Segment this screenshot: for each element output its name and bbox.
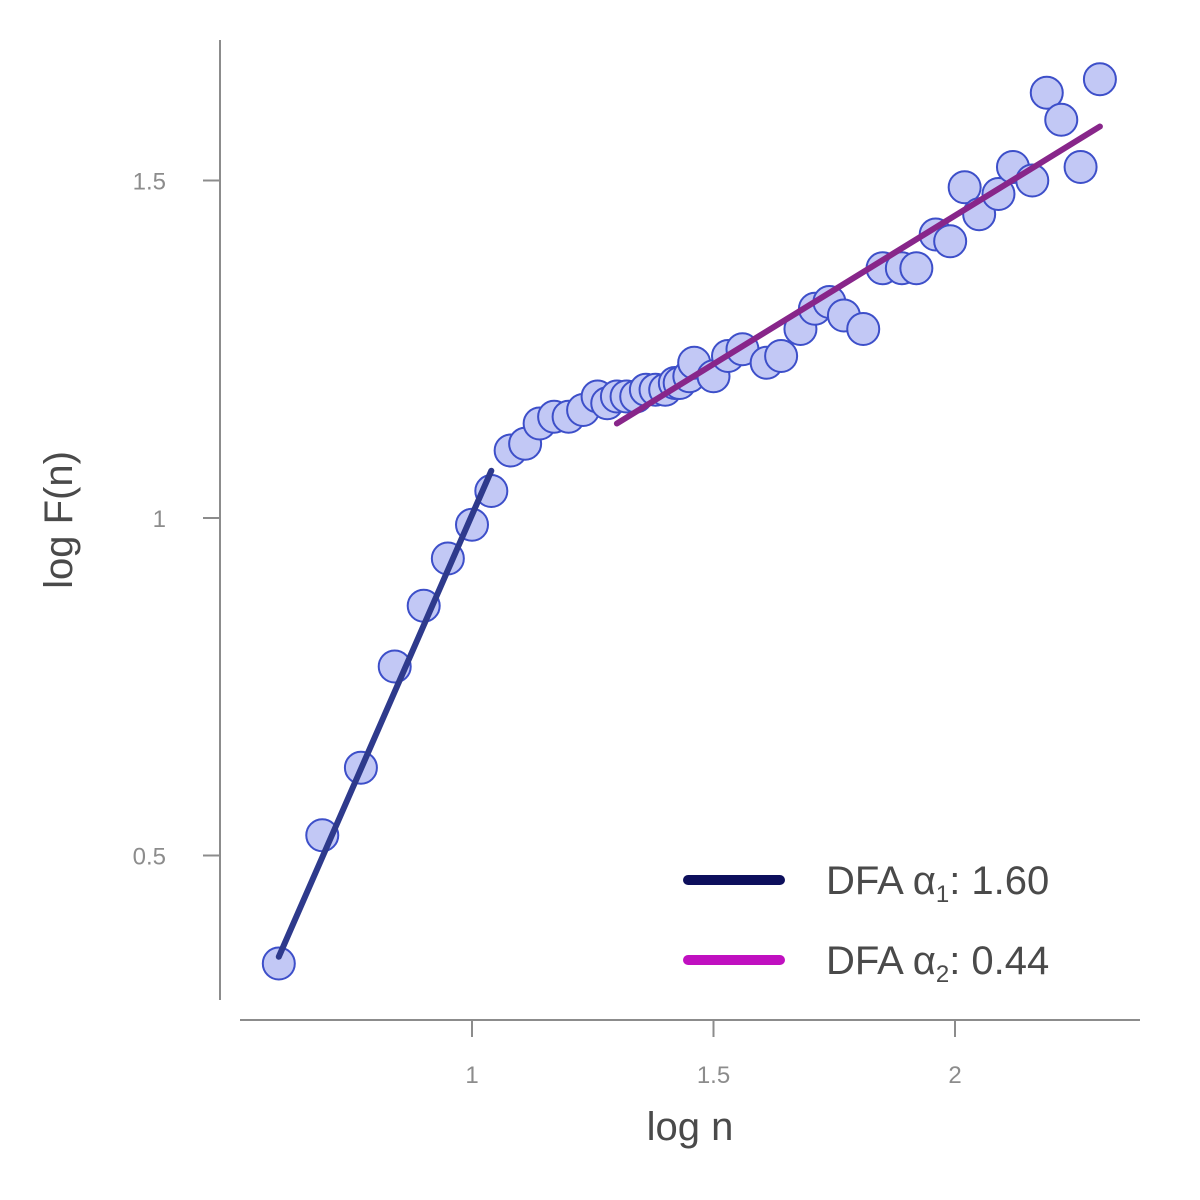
x-tick-label: 1.5: [697, 1062, 730, 1089]
legend-label-alpha2: DFA α2: 0.44: [826, 939, 1049, 988]
data-point: [947, 170, 982, 205]
legend: DFA α1: 1.60 DFA α2: 0.44: [683, 859, 1049, 988]
data-point: [1029, 75, 1064, 110]
scatter-points: [261, 62, 1117, 981]
x-tick-label: 1: [465, 1062, 478, 1089]
data-point: [846, 312, 881, 346]
data-point: [1044, 102, 1079, 137]
y-ticks: 0.5 1 1.5: [133, 169, 220, 871]
data-point: [933, 224, 968, 259]
data-point: [899, 251, 934, 286]
y-tick-label: 1: [153, 506, 166, 533]
data-point: [764, 339, 799, 373]
x-tick-label: 2: [948, 1062, 961, 1089]
legend-label-alpha1: DFA α1: 1.60: [826, 859, 1049, 908]
y-axis-label: log F(n): [37, 451, 81, 589]
x-axis-label: log n: [647, 1105, 734, 1149]
data-point: [1063, 150, 1098, 184]
data-point: [261, 946, 296, 981]
y-tick-label: 1.5: [133, 169, 166, 196]
fit-line-alpha1: [275, 467, 495, 960]
fit-lines: [275, 123, 1103, 960]
fit-line-alpha2: [613, 123, 1103, 427]
data-point: [1082, 62, 1117, 97]
x-ticks: 1 1.5 2: [465, 1020, 962, 1089]
y-tick-label: 0.5: [133, 844, 166, 871]
